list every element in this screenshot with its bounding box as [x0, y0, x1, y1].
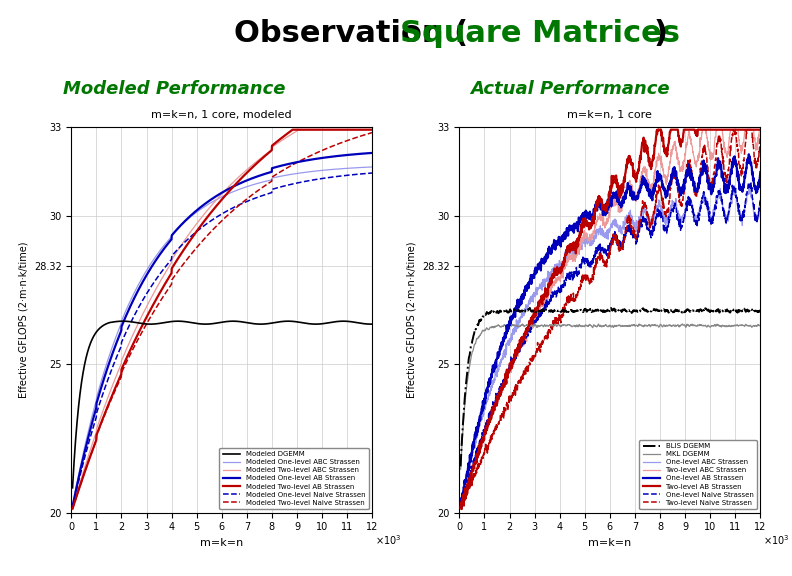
- Text: Observation (: Observation (: [234, 19, 468, 48]
- Text: Observation (Square Matrices): Observation (Square Matrices): [132, 19, 660, 48]
- Title: m=k=n, 1 core, modeled: m=k=n, 1 core, modeled: [151, 111, 292, 120]
- Text: Modeled Performance: Modeled Performance: [63, 80, 285, 98]
- Legend: Modeled DGEMM, Modeled One-level ABC Strassen, Modeled Two-level ABC Strassen, M: Modeled DGEMM, Modeled One-level ABC Str…: [219, 448, 369, 509]
- Y-axis label: Effective GFLOPS (2·m·n·k/time): Effective GFLOPS (2·m·n·k/time): [406, 241, 417, 398]
- Text: ): ): [653, 19, 668, 48]
- X-axis label: m=k=n: m=k=n: [200, 538, 243, 548]
- Legend: BLIS DGEMM, MKL DGEMM, One-level ABC Strassen, Two-level ABC Strassen, One-level: BLIS DGEMM, MKL DGEMM, One-level ABC Str…: [639, 439, 757, 509]
- Title: m=k=n, 1 core: m=k=n, 1 core: [567, 111, 653, 120]
- Text: $\times10^3$: $\times10^3$: [763, 533, 790, 547]
- Text: Actual Performance: Actual Performance: [470, 80, 670, 98]
- Y-axis label: Effective GFLOPS (2·m·n·k/time): Effective GFLOPS (2·m·n·k/time): [18, 241, 29, 398]
- Text: Square Matrices: Square Matrices: [400, 19, 680, 48]
- Text: $\times10^3$: $\times10^3$: [375, 533, 402, 547]
- X-axis label: m=k=n: m=k=n: [588, 538, 631, 548]
